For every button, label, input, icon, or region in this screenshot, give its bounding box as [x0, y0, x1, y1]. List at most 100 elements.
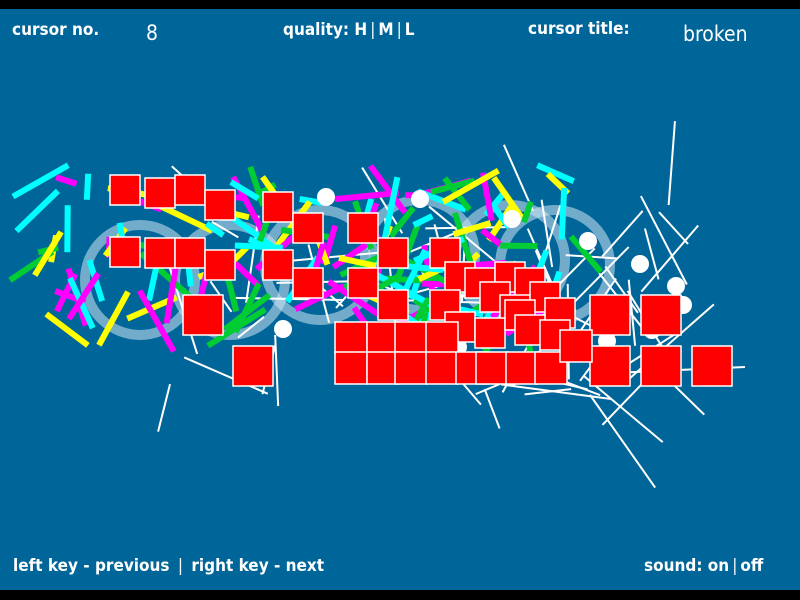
line-trail [589, 394, 656, 489]
red-square-particle [174, 174, 206, 206]
color-streak [381, 176, 401, 243]
line-trail [274, 334, 280, 407]
red-square-particle [691, 345, 733, 387]
line-trail [627, 279, 637, 346]
dot-particle [411, 190, 429, 208]
navigation-hints: left key - previous | right key - next [13, 556, 324, 576]
color-streak [480, 227, 503, 247]
red-square-particle [394, 321, 428, 355]
red-square-particle [589, 294, 631, 336]
quality-high-option[interactable]: H [354, 20, 368, 40]
red-square-particle [394, 351, 428, 385]
line-trail [601, 210, 644, 258]
quality-low-option[interactable]: L [404, 20, 415, 40]
cursor-title-label: cursor title: [528, 19, 630, 39]
line-trail [483, 388, 501, 429]
line-trail [245, 215, 260, 304]
line-trail [640, 195, 688, 285]
red-square-particle [377, 289, 409, 321]
color-streak [185, 266, 194, 287]
previous-hint: left key - previous [13, 556, 170, 576]
play-area[interactable] [0, 9, 800, 590]
red-square-particle [144, 177, 176, 209]
dot-particle [631, 255, 649, 273]
color-streak [368, 164, 408, 215]
cursor-number-value: 8 [146, 21, 159, 45]
color-streak [536, 162, 576, 184]
color-streak [338, 255, 377, 269]
color-streak [372, 270, 432, 307]
red-square-particle [262, 249, 294, 281]
color-streak [11, 162, 70, 200]
dot-particle [317, 188, 335, 206]
color-streak [204, 221, 225, 238]
line-trail [643, 228, 660, 280]
red-square-particle [377, 237, 409, 269]
red-square-particle [366, 321, 400, 355]
line-trail [601, 380, 645, 426]
color-streak [558, 187, 568, 240]
color-streak [66, 271, 101, 321]
red-square-particle [109, 174, 141, 206]
color-streak [441, 167, 500, 205]
color-streak [521, 200, 534, 224]
line-trail [658, 211, 689, 245]
quality-medium-option[interactable]: M [378, 20, 394, 40]
color-streak [32, 230, 64, 277]
red-square-particle [474, 317, 506, 349]
red-square-particle [204, 189, 236, 221]
quality-label: quality: [283, 20, 350, 40]
red-square-particle [204, 249, 236, 281]
color-streak [44, 311, 90, 348]
cursor-trail-canvas[interactable] [0, 9, 800, 590]
dot-particle [503, 210, 521, 228]
color-streak [96, 290, 131, 347]
line-trail [667, 121, 676, 206]
line-trail [502, 144, 534, 212]
dot-particle [579, 232, 597, 250]
red-square-particle [334, 321, 368, 355]
hint-separator: | [177, 556, 184, 576]
sound-on-option[interactable]: on [707, 556, 730, 576]
color-streak [234, 242, 283, 251]
sound-off-option[interactable]: off [740, 556, 764, 576]
red-square-particle [174, 237, 206, 269]
red-square-particle [475, 351, 509, 385]
red-square-particle [640, 294, 682, 336]
red-square-particle [292, 267, 324, 299]
red-square-particle [292, 212, 324, 244]
red-square-particle [425, 321, 459, 355]
red-square-particle [347, 267, 379, 299]
color-streak [388, 205, 416, 239]
color-streak [568, 234, 604, 274]
sound-toggle: sound: on | off [644, 556, 764, 576]
color-streak [233, 261, 261, 288]
color-streak [83, 173, 92, 200]
red-square-particle [109, 236, 141, 268]
red-square-particle [262, 191, 294, 223]
red-square-particle [425, 351, 459, 385]
red-square-particle [232, 345, 274, 387]
red-square-particle [505, 351, 539, 385]
color-streak [412, 213, 434, 228]
color-streak [158, 203, 214, 234]
red-square-particle [366, 351, 400, 385]
line-trail [183, 356, 269, 395]
red-square-particle [640, 345, 682, 387]
dot-particle [667, 277, 685, 295]
line-trail [237, 316, 265, 339]
cursor-title-value: broken [683, 22, 748, 46]
color-streak [247, 165, 267, 207]
color-streak [55, 174, 78, 187]
color-streak [229, 179, 260, 202]
next-hint: right key - next [191, 556, 325, 576]
red-square-particle [182, 294, 224, 336]
line-trail [640, 224, 699, 293]
color-streak [14, 188, 61, 234]
red-square-particle [334, 351, 368, 385]
color-streak [299, 196, 323, 206]
ring-trail [80, 220, 200, 340]
dot-particle [274, 320, 292, 338]
color-streak [334, 189, 399, 203]
